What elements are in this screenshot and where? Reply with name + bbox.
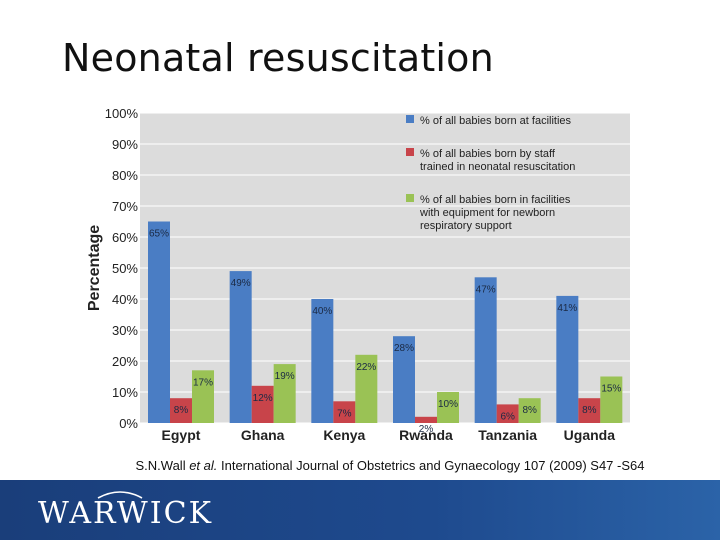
bar-value-label: 12% bbox=[253, 393, 273, 404]
bar-value-label: 8% bbox=[522, 405, 537, 416]
bar-chart: 0% 10% 20% 30% 40% 50% 60% 70% 80% 90% 100% 65% 8% 1… bbox=[86, 106, 630, 443]
bar-value-label: 19% bbox=[275, 371, 295, 382]
bar-value-label: 6% bbox=[500, 411, 515, 422]
x-tick-label: Tanzania bbox=[478, 427, 537, 443]
bar bbox=[170, 398, 192, 423]
bar-value-label: 49% bbox=[231, 278, 251, 289]
legend-swatch bbox=[406, 148, 414, 156]
y-tick-label: 40% bbox=[112, 292, 138, 307]
bar bbox=[556, 295, 579, 423]
y-tick-label: 10% bbox=[112, 385, 138, 400]
legend-item: % of all babies born by staff trained in … bbox=[406, 148, 575, 173]
warwick-logo-swoosh bbox=[97, 491, 143, 499]
legend-swatch bbox=[406, 115, 414, 123]
bar-value-label: 8% bbox=[174, 405, 189, 416]
bar bbox=[393, 336, 415, 423]
y-tick-label: 70% bbox=[112, 199, 138, 214]
bar bbox=[333, 401, 356, 423]
y-tick-label: 30% bbox=[112, 323, 138, 338]
y-axis-label: Percentage bbox=[86, 225, 103, 311]
citation-italic: et al. bbox=[189, 458, 218, 473]
x-tick-label: Uganda bbox=[564, 427, 616, 443]
bar-value-label: 22% bbox=[356, 362, 376, 373]
bar bbox=[578, 398, 601, 423]
legend-label: % of all babies born in facilities with e… bbox=[419, 194, 571, 232]
bar-value-label: 8% bbox=[582, 405, 597, 416]
bar-value-label: 10% bbox=[438, 399, 458, 410]
bar bbox=[273, 364, 296, 423]
citation-prefix: S.N.Wall bbox=[135, 458, 190, 473]
x-tick-label: Rwanda bbox=[399, 427, 453, 443]
y-tick-label: 0% bbox=[119, 416, 138, 431]
bar bbox=[148, 221, 170, 423]
legend-label: % of all babies born at facilities bbox=[420, 115, 572, 127]
legend-item: % of all babies born at facilities bbox=[406, 115, 572, 127]
y-tick-label: 90% bbox=[112, 137, 138, 152]
footer-bar bbox=[0, 480, 720, 540]
x-tick-label: Kenya bbox=[323, 427, 365, 443]
x-tick-label: Egypt bbox=[162, 427, 201, 443]
y-tick-label: 20% bbox=[112, 354, 138, 369]
slide-title: Neonatal resuscitation bbox=[62, 36, 494, 80]
y-tick-label: 80% bbox=[112, 168, 138, 183]
bar bbox=[496, 404, 519, 423]
bar bbox=[415, 416, 437, 423]
bar-value-label: 41% bbox=[557, 303, 577, 314]
legend-item: % of all babies born in facilities with e… bbox=[406, 194, 571, 232]
legend-label: % of all babies born by staff trained in … bbox=[420, 148, 575, 173]
bar-value-label: 2% bbox=[419, 424, 434, 435]
bar bbox=[251, 385, 274, 423]
bar-value-label: 17% bbox=[193, 377, 213, 388]
bar bbox=[355, 354, 378, 423]
citation-rest: International Journal of Obstetrics and … bbox=[217, 458, 645, 473]
bar-value-label: 28% bbox=[394, 343, 414, 354]
bar bbox=[311, 299, 334, 423]
y-tick-label: 50% bbox=[112, 261, 138, 276]
bar bbox=[229, 271, 252, 423]
y-tick-label: 60% bbox=[112, 230, 138, 245]
bar-value-label: 65% bbox=[149, 229, 169, 240]
warwick-logo: WARWICK bbox=[38, 496, 213, 531]
citation: S.N.Wall et al. International Journal of… bbox=[120, 458, 660, 474]
bar-value-label: 7% bbox=[337, 408, 352, 419]
bar-value-label: 47% bbox=[476, 284, 496, 295]
bar bbox=[192, 370, 214, 423]
bar bbox=[518, 398, 541, 423]
bar bbox=[600, 376, 623, 423]
bar-value-label: 40% bbox=[312, 306, 332, 317]
bar bbox=[474, 277, 497, 423]
bar bbox=[437, 392, 459, 423]
y-tick-label: 100% bbox=[105, 106, 139, 121]
legend-swatch bbox=[406, 194, 414, 202]
bar-value-label: 15% bbox=[601, 384, 621, 395]
x-tick-label: Ghana bbox=[241, 427, 285, 443]
